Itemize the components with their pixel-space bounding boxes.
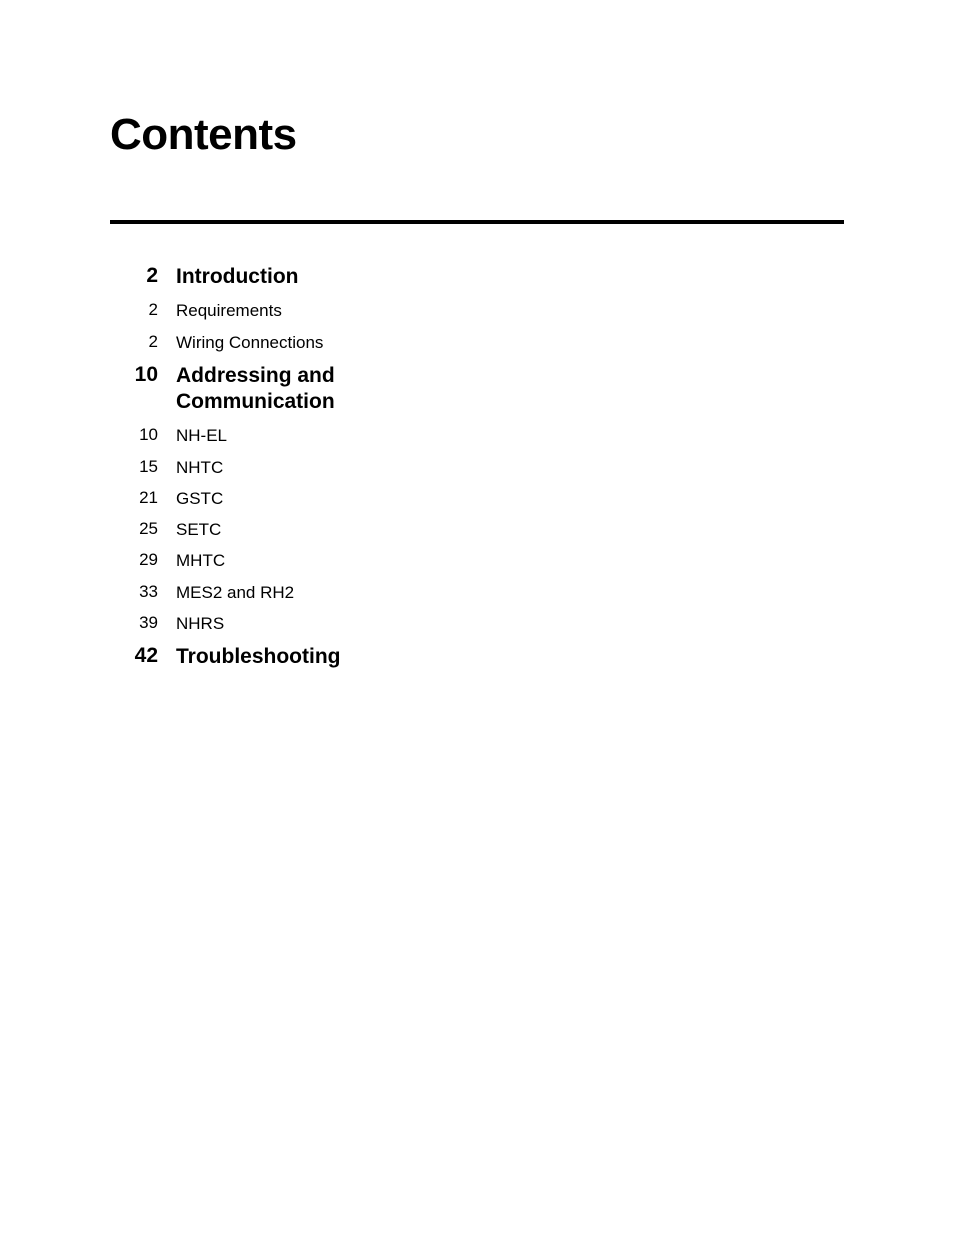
toc-chapter: 42 Troubleshooting <box>124 644 484 670</box>
toc-label: MES2 and RH2 <box>176 582 484 603</box>
toc-label: NHRS <box>176 613 484 634</box>
toc-page-number: 10 <box>124 425 176 445</box>
toc-page-number: 33 <box>124 582 176 602</box>
toc-label: Wiring Connections <box>176 332 484 353</box>
toc-label: Introduction <box>176 264 484 290</box>
toc-sub: 33 MES2 and RH2 <box>124 582 484 603</box>
toc-chapter: 10 Addressing and Communication <box>124 363 484 416</box>
toc-sub: 15 NHTC <box>124 457 484 478</box>
toc-sub: 2 Wiring Connections <box>124 332 484 353</box>
table-of-contents: 2 Introduction 2 Requirements 2 Wiring C… <box>124 264 484 670</box>
toc-sub: 39 NHRS <box>124 613 484 634</box>
toc-page-number: 2 <box>124 332 176 352</box>
toc-sub: 10 NH-EL <box>124 425 484 446</box>
toc-page-number: 10 <box>124 363 176 387</box>
toc-page-number: 2 <box>124 300 176 320</box>
toc-sub: 2 Requirements <box>124 300 484 321</box>
toc-page-number: 15 <box>124 457 176 477</box>
toc-page-number: 42 <box>124 644 176 668</box>
toc-sub: 29 MHTC <box>124 550 484 571</box>
toc-label: Requirements <box>176 300 484 321</box>
toc-label: SETC <box>176 519 484 540</box>
toc-page-number: 39 <box>124 613 176 633</box>
toc-label: Addressing and Communication <box>176 363 484 416</box>
title-block: Contents <box>110 110 844 224</box>
toc-page-number: 21 <box>124 488 176 508</box>
toc-chapter: 2 Introduction <box>124 264 484 290</box>
document-page: Contents 2 Introduction 2 Requirements 2… <box>0 0 954 670</box>
toc-sub: 21 GSTC <box>124 488 484 509</box>
toc-page-number: 25 <box>124 519 176 539</box>
toc-page-number: 2 <box>124 264 176 288</box>
toc-page-number: 29 <box>124 550 176 570</box>
toc-label: NH-EL <box>176 425 484 446</box>
toc-label: MHTC <box>176 550 484 571</box>
toc-label: NHTC <box>176 457 484 478</box>
toc-label: GSTC <box>176 488 484 509</box>
page-title: Contents <box>110 110 844 160</box>
toc-label: Troubleshooting <box>176 644 484 670</box>
toc-sub: 25 SETC <box>124 519 484 540</box>
